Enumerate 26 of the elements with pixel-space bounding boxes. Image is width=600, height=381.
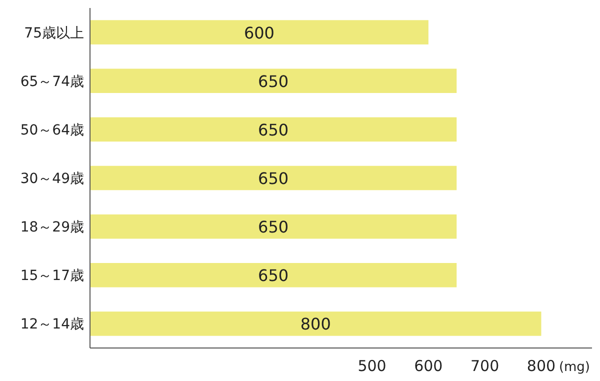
bar: [90, 263, 457, 288]
bar: [90, 214, 457, 239]
y-tick-label: 15～17歳: [20, 268, 84, 284]
data-label: 650: [258, 266, 289, 286]
y-tick-label: 18～29歳: [20, 220, 84, 236]
y-tick-label: 12～14歳: [20, 316, 84, 333]
bar: [90, 68, 457, 93]
data-label: 600: [244, 23, 274, 42]
y-tick-label: 75歳以上: [24, 25, 84, 42]
x-tick-label: 500: [358, 357, 386, 375]
x-tick-label: 600: [414, 357, 443, 375]
data-label: 650: [258, 120, 289, 140]
x-tick-label: 800: [526, 357, 556, 375]
y-tick-label: 50～64歳: [20, 122, 84, 138]
data-label: 650: [258, 218, 289, 237]
data-label: 650: [258, 72, 289, 91]
x-tick-label: 700: [470, 357, 500, 375]
y-tick-label: 65～74歳: [20, 74, 84, 90]
bar: [90, 166, 457, 190]
bar: [90, 117, 457, 142]
data-label: 650: [258, 169, 289, 188]
bar: [90, 20, 428, 44]
bar: [90, 312, 542, 336]
data-label: 800: [300, 314, 331, 334]
x-axis-title: (mg): [558, 360, 590, 375]
y-tick-label: 30～49歳: [20, 171, 84, 187]
